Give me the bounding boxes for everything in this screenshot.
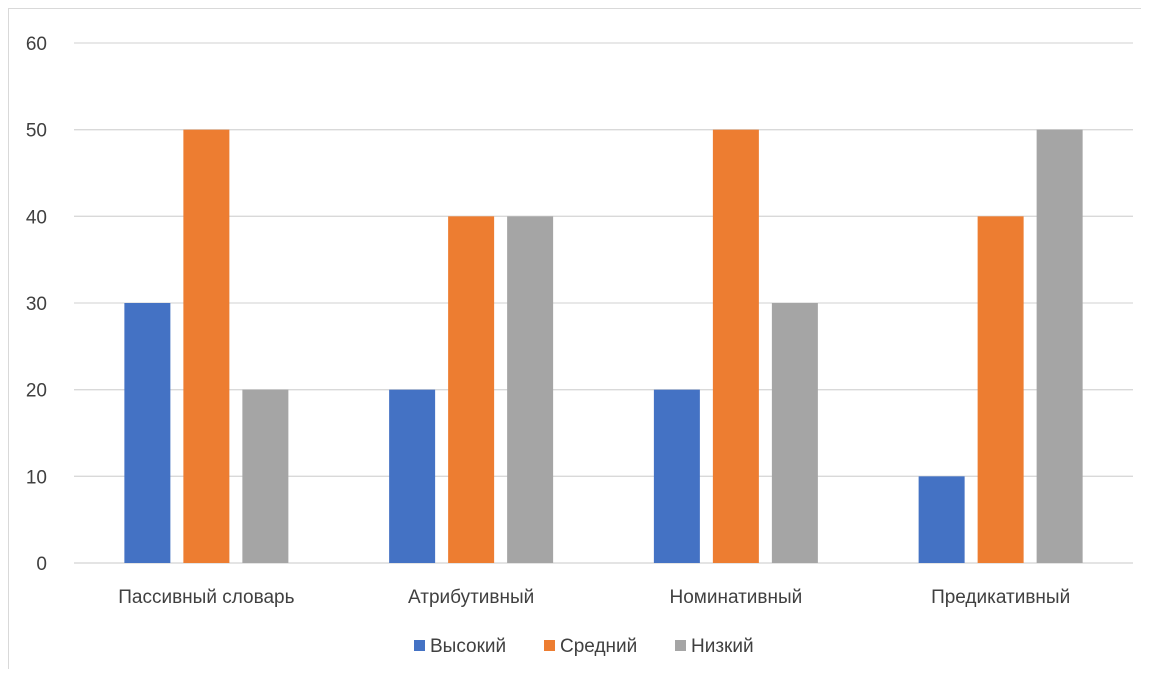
bar-1-1: [124, 303, 171, 563]
y-tick-label: 0: [36, 554, 47, 575]
legend-swatch: [544, 640, 555, 651]
gridlines: [74, 42, 1133, 564]
x-tick-label: Пассивный словарь: [118, 587, 294, 608]
x-axis-ticks: Пассивный словарь Атрибутивный Номинативны…: [118, 587, 1070, 608]
legend-swatch: [675, 640, 686, 651]
y-axis-ticks: 0 10 20 30 40 50 60: [26, 34, 47, 575]
legend-label: Низкий: [691, 636, 754, 657]
bar-3-4: [1036, 129, 1083, 563]
legend-label: Средний: [560, 636, 637, 657]
y-tick-label: 30: [26, 294, 47, 315]
y-tick-label: 50: [26, 121, 47, 142]
bar-1-3: [653, 389, 700, 563]
y-tick-label: 20: [26, 381, 47, 402]
bar-1-4: [918, 476, 965, 563]
x-tick-label: Номинативный: [669, 587, 802, 608]
legend-swatch: [414, 640, 425, 651]
x-tick-label: Предикативный: [931, 587, 1070, 608]
bar-2-2: [448, 216, 495, 564]
bar-3-1: [242, 389, 289, 563]
x-tick-label: Атрибутивный: [408, 587, 534, 608]
bar-2-3: [712, 129, 759, 563]
bar-2-4: [977, 216, 1024, 564]
y-tick-label: 60: [26, 34, 47, 55]
y-tick-label: 40: [26, 207, 47, 228]
bars: [124, 129, 1083, 564]
y-tick-label: 10: [26, 467, 47, 488]
legend-label: Высокий: [430, 636, 506, 657]
legend: Высокий Средний Низкий: [414, 636, 754, 657]
bar-3-2: [507, 216, 554, 564]
bar-3-3: [771, 303, 818, 563]
bar-1-2: [389, 389, 436, 563]
bar-2-1: [183, 129, 230, 563]
